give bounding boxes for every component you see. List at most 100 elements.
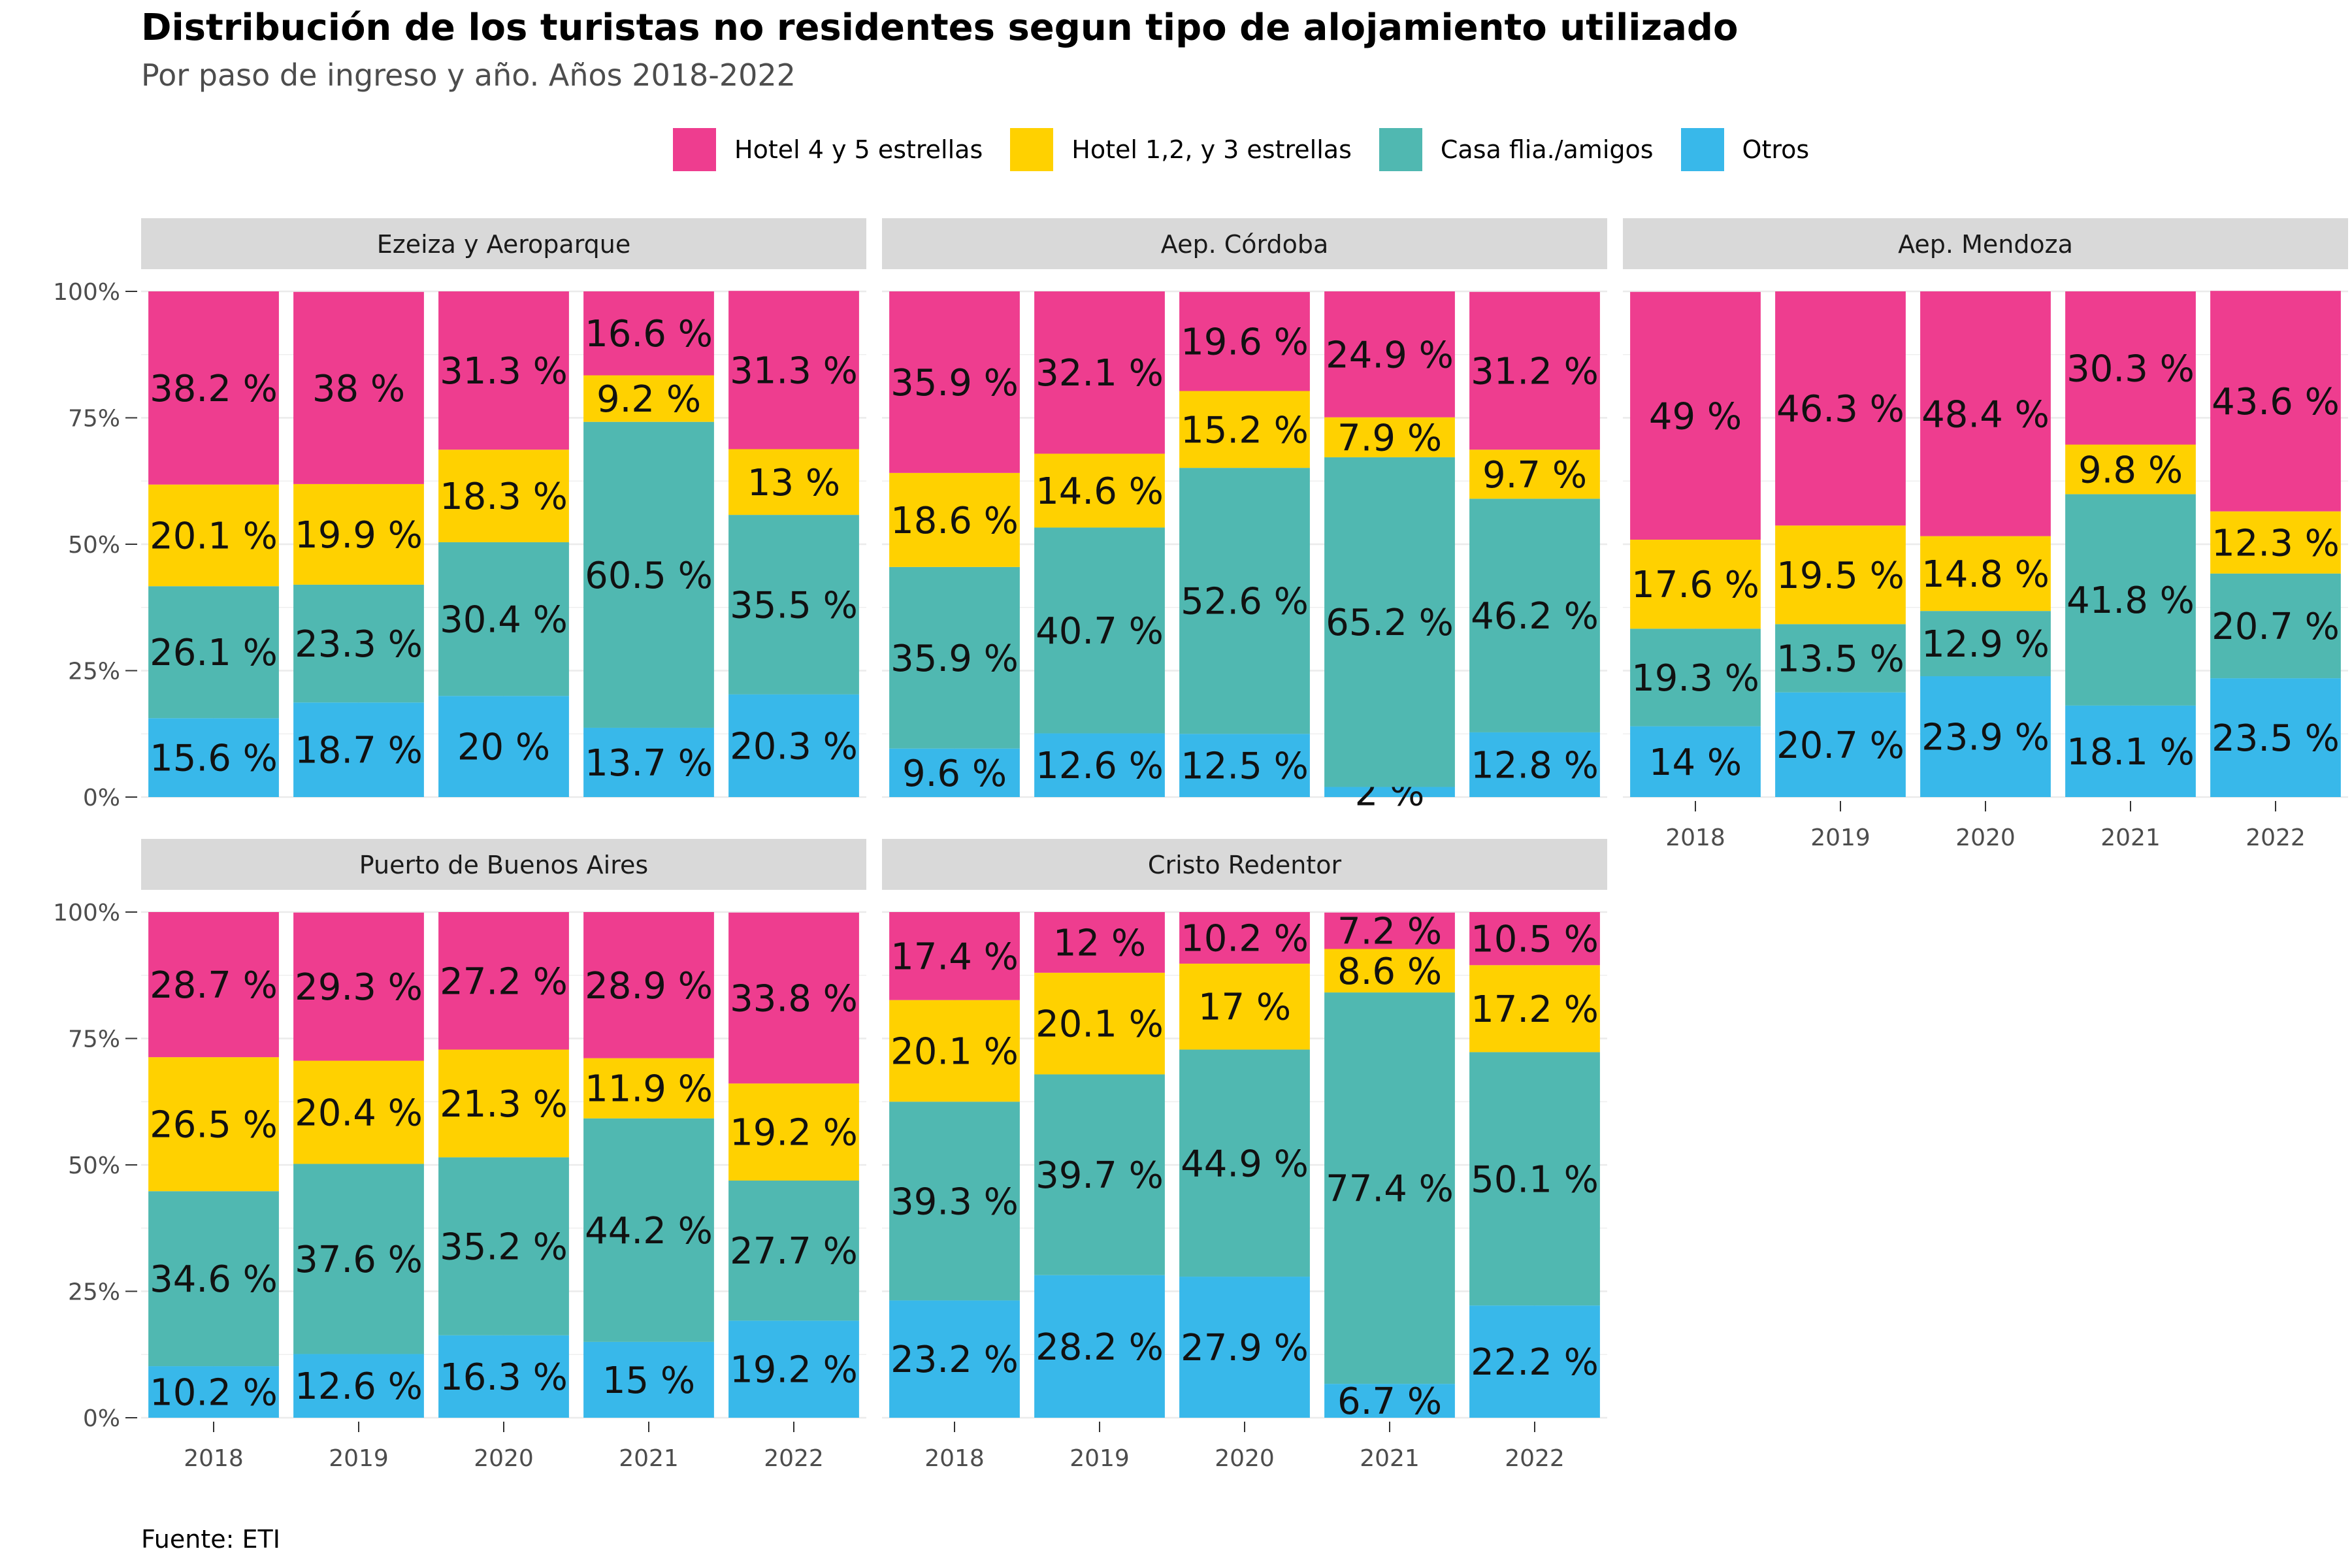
bar-segment [1034, 527, 1165, 734]
data-label: 9.6 % [902, 753, 1007, 795]
x-tick-label: 2022 [2246, 825, 2306, 851]
bar-segment [438, 1157, 569, 1335]
legend-item: Casa flia./amigos [1379, 128, 1654, 171]
y-tick-label: 25% [68, 659, 120, 685]
data-label: 27.9 % [1181, 1327, 1309, 1369]
x-tick-label: 2020 [474, 1445, 534, 1472]
data-label: 31.3 % [440, 350, 568, 393]
bar-segment [1324, 949, 1455, 993]
data-label: 26.5 % [150, 1104, 278, 1147]
bar-segment [889, 1300, 1020, 1418]
data-label: 9.2 % [596, 378, 701, 421]
data-label: 50.1 % [1471, 1158, 1599, 1201]
bar-segment [148, 291, 279, 485]
bar-segment [889, 748, 1020, 797]
bar-segment [1630, 540, 1761, 629]
bar-segment [1034, 291, 1165, 454]
bar-segment [148, 718, 279, 797]
x-tick-label: 2018 [924, 1445, 985, 1472]
data-label: 33.8 % [730, 978, 858, 1021]
data-label: 18.7 % [295, 730, 423, 772]
bar-segment [1034, 1074, 1165, 1275]
bar-segment [2210, 291, 2341, 512]
data-label: 16.6 % [585, 313, 713, 355]
bar-segment [889, 1102, 1020, 1301]
bar-segment [293, 1060, 424, 1164]
data-label: 10.2 % [1181, 917, 1309, 960]
legend-label: Otros [1742, 135, 1810, 164]
data-label: 19.3 % [1631, 657, 1759, 700]
bar-segment [1324, 457, 1455, 787]
bar-segment [2065, 444, 2196, 495]
data-label: 8.6 % [1337, 951, 1442, 993]
data-label: 27.2 % [440, 960, 568, 1003]
bar-segment [583, 1341, 714, 1418]
bar-segment [293, 1164, 424, 1354]
data-label: 15.6 % [150, 738, 278, 780]
data-label: 6.7 % [1337, 1380, 1442, 1423]
bar-segment [1179, 963, 1310, 1050]
bar-segment [728, 1180, 859, 1321]
data-label: 44.9 % [1181, 1143, 1309, 1185]
bar-segment [583, 912, 714, 1058]
x-tick-label: 2022 [764, 1445, 824, 1472]
bar-segment [438, 291, 569, 450]
bar-segment [2065, 705, 2196, 797]
bar-segment [148, 1366, 279, 1418]
bar-segment [1630, 726, 1761, 797]
legend: Hotel 4 y 5 estrellas Hotel 1,2, y 3 est… [673, 128, 1837, 171]
data-label: 39.7 % [1036, 1154, 1164, 1197]
data-label: 65.2 % [1326, 602, 1454, 644]
x-tick-label: 2018 [184, 1445, 244, 1472]
bar-segment [728, 1083, 859, 1181]
bar-segment [1920, 536, 2051, 612]
data-label: 19.2 % [730, 1349, 858, 1392]
data-label: 38 % [312, 368, 405, 410]
data-label: 20.1 % [1036, 1004, 1164, 1046]
data-label: 20.7 % [1776, 725, 1904, 767]
bar-segment [438, 696, 569, 797]
legend-item: Hotel 4 y 5 estrellas [673, 128, 983, 171]
bar-segment [1179, 912, 1310, 964]
data-label: 20.1 % [150, 515, 278, 557]
data-label: 17 % [1198, 987, 1291, 1029]
data-label: 46.2 % [1471, 595, 1599, 638]
bar-segment [2210, 573, 2341, 679]
data-label: 18.6 % [890, 500, 1019, 542]
data-label: 49 % [1649, 395, 1742, 438]
data-label: 9.8 % [2078, 449, 2183, 491]
bar-segment [1179, 734, 1310, 797]
data-label: 23.2 % [890, 1339, 1019, 1381]
legend-key [1010, 128, 1054, 171]
x-tick-label: 2019 [1070, 1445, 1130, 1472]
data-label: 52.6 % [1181, 581, 1309, 623]
bar-segment [2210, 511, 2341, 574]
bar-segment [583, 1118, 714, 1342]
bar-segment [438, 1049, 569, 1158]
bar-segment [1179, 291, 1310, 391]
bar-segment [1034, 733, 1165, 797]
bar-segment [438, 912, 569, 1050]
bar-segment [889, 912, 1020, 1000]
bar-segment [148, 484, 279, 587]
data-label: 32.1 % [1036, 352, 1164, 395]
bar-segment [1324, 992, 1455, 1384]
data-label: 35.9 % [890, 362, 1019, 404]
bar-segment [2210, 678, 2341, 797]
bar-segment [293, 584, 424, 703]
bar-segment [1469, 1052, 1600, 1306]
x-tick-label: 2022 [1505, 1445, 1565, 1472]
bar-segment [583, 291, 714, 376]
data-label: 15 % [602, 1360, 695, 1402]
bar-segment [1469, 965, 1600, 1053]
x-tick-label: 2021 [2100, 825, 2161, 851]
bar-segment [1324, 291, 1455, 417]
data-label: 17.4 % [890, 936, 1019, 978]
bar-segment [148, 1057, 279, 1192]
data-label: 60.5 % [585, 555, 713, 597]
bar-segment [728, 912, 859, 1084]
data-label: 20.1 % [890, 1030, 1019, 1073]
bar-segment [728, 1320, 859, 1418]
data-label: 27.7 % [730, 1230, 858, 1273]
bar-segment [1469, 291, 1600, 450]
